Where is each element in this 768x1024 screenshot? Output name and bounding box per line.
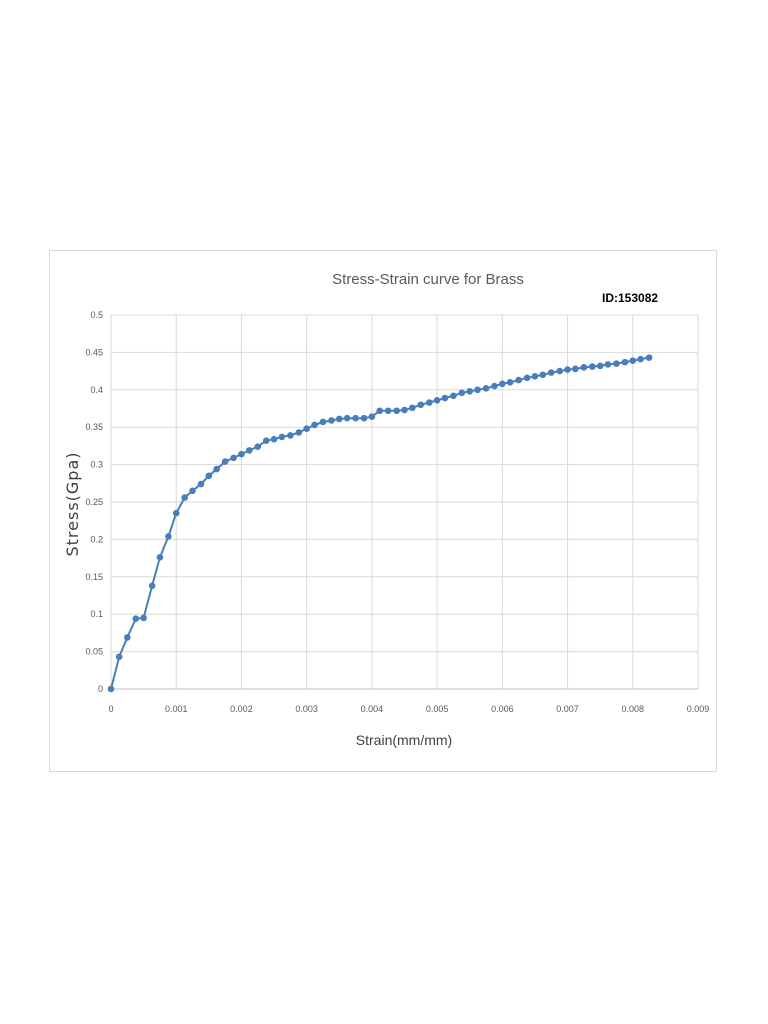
y-tick-label: 0.15 [85, 572, 103, 582]
x-tick-label: 0.007 [556, 704, 579, 714]
chart-title: Stress-Strain curve for Brass [332, 271, 524, 288]
data-point [360, 414, 368, 422]
data-point [523, 374, 531, 382]
data-point [580, 364, 588, 371]
data-point [417, 401, 425, 409]
data-point [393, 407, 400, 415]
data-point [172, 509, 180, 517]
data-point [238, 450, 245, 458]
data-point [491, 382, 498, 390]
data-point [278, 433, 286, 441]
y-axis-label: Stress(Gpa) [63, 451, 82, 556]
x-tick-label: 0.001 [165, 704, 188, 714]
data-point [645, 354, 653, 361]
data-point [474, 386, 481, 394]
data-point [564, 366, 571, 373]
data-point [613, 360, 620, 367]
data-point [499, 380, 506, 388]
data-point [556, 367, 564, 375]
x-tick-label: 0.008 [622, 704, 645, 714]
id-annotation: ID:153082 [602, 291, 658, 305]
data-point [596, 362, 604, 370]
y-tick-label: 0.25 [85, 497, 103, 507]
data-point [539, 371, 547, 379]
x-tick-labels: 0 0.001 0.002 0.003 0.004 0.005 0.006 0.007 0.00… [108, 704, 709, 714]
x-tick-label: 0.003 [295, 704, 318, 714]
data-point [589, 363, 596, 370]
data-point [245, 447, 253, 454]
y-tick-label: 0.2 [90, 534, 103, 544]
x-tick-label: 0.009 [687, 704, 710, 714]
data-point [295, 429, 303, 436]
x-tick-label: 0.005 [426, 704, 449, 714]
x-tick-label: 0.006 [491, 704, 514, 714]
data-point [115, 653, 123, 661]
series-group [107, 354, 653, 693]
x-tick-label: 0.004 [361, 704, 384, 714]
data-point [107, 685, 115, 693]
data-point [466, 387, 474, 395]
y-tick-label: 0.35 [85, 422, 103, 432]
x-tick-label: 0.002 [230, 704, 253, 714]
data-point [604, 361, 612, 368]
data-point [156, 554, 164, 561]
y-tick-label: 0.3 [90, 460, 103, 470]
x-axis-label: Strain(mm/mm) [356, 732, 452, 748]
x-tick-label: 0 [108, 704, 113, 714]
data-point [311, 421, 318, 429]
data-point [328, 417, 335, 424]
grid [110, 314, 699, 690]
data-point [165, 533, 172, 540]
data-point [531, 373, 539, 380]
data-point [376, 407, 384, 415]
data-point [409, 404, 416, 412]
data-point [547, 369, 555, 376]
y-tick-label: 0.1 [90, 609, 103, 619]
data-point [181, 494, 189, 501]
data-point [270, 435, 278, 443]
data-point [189, 487, 196, 495]
data-point [213, 465, 220, 473]
y-tick-labels: 0 0.05 0.1 0.15 0.2 0.25 0.3 0.35 0.4 0.45 0.5 [85, 310, 103, 694]
chart-frame: Stress-Strain curve for Brass ID:153082 … [49, 250, 717, 772]
y-tick-label: 0.45 [85, 347, 103, 357]
series-line [110, 356, 650, 690]
data-point [458, 389, 466, 397]
data-point [515, 376, 522, 384]
y-tick-label: 0.5 [90, 310, 103, 320]
data-point [384, 407, 392, 415]
data-point [572, 365, 579, 373]
data-point [368, 413, 376, 421]
data-point [262, 437, 270, 444]
data-point [335, 415, 343, 423]
y-tick-label: 0.05 [85, 647, 103, 657]
data-point [287, 432, 294, 439]
data-point [401, 406, 408, 414]
data-point [254, 443, 262, 450]
data-point [621, 358, 629, 366]
data-point [425, 399, 433, 406]
data-point [433, 396, 441, 404]
data-point [205, 472, 213, 480]
data-point [352, 414, 359, 422]
data-point [230, 454, 237, 462]
data-point [629, 357, 637, 364]
y-tick-label: 0.4 [90, 385, 103, 395]
data-point [197, 480, 205, 488]
data-point [441, 394, 449, 402]
data-point [124, 634, 131, 641]
data-point [132, 615, 140, 622]
data-point [450, 392, 457, 400]
data-point [482, 385, 490, 392]
data-point [637, 355, 644, 363]
data-point [319, 418, 327, 426]
y-tick-label: 0 [98, 684, 103, 694]
data-point [506, 379, 514, 386]
chart-svg: Stress-Strain curve for Brass ID:153082 … [63, 271, 709, 748]
data-point [303, 425, 310, 432]
data-point [343, 414, 351, 422]
data-point [148, 582, 156, 590]
data-point [140, 614, 147, 622]
data-point [221, 458, 229, 465]
